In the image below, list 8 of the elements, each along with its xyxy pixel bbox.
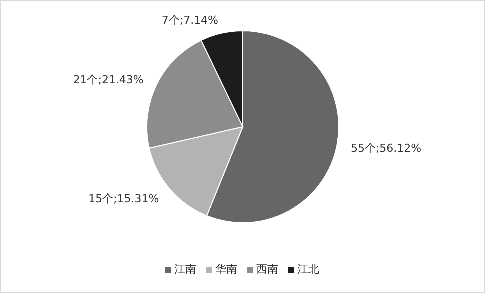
data-label: 55个;56.12% bbox=[350, 142, 422, 156]
legend-label: 江南 bbox=[174, 263, 196, 276]
legend-label: 江北 bbox=[298, 263, 320, 276]
legend-label: 华南 bbox=[216, 263, 238, 276]
data-label: 21个;21.43% bbox=[73, 73, 144, 86]
data-label: 7个;7.14% bbox=[162, 14, 219, 27]
legend-label: 西南 bbox=[256, 263, 278, 276]
data-label: 15个;15.31% bbox=[88, 192, 160, 206]
